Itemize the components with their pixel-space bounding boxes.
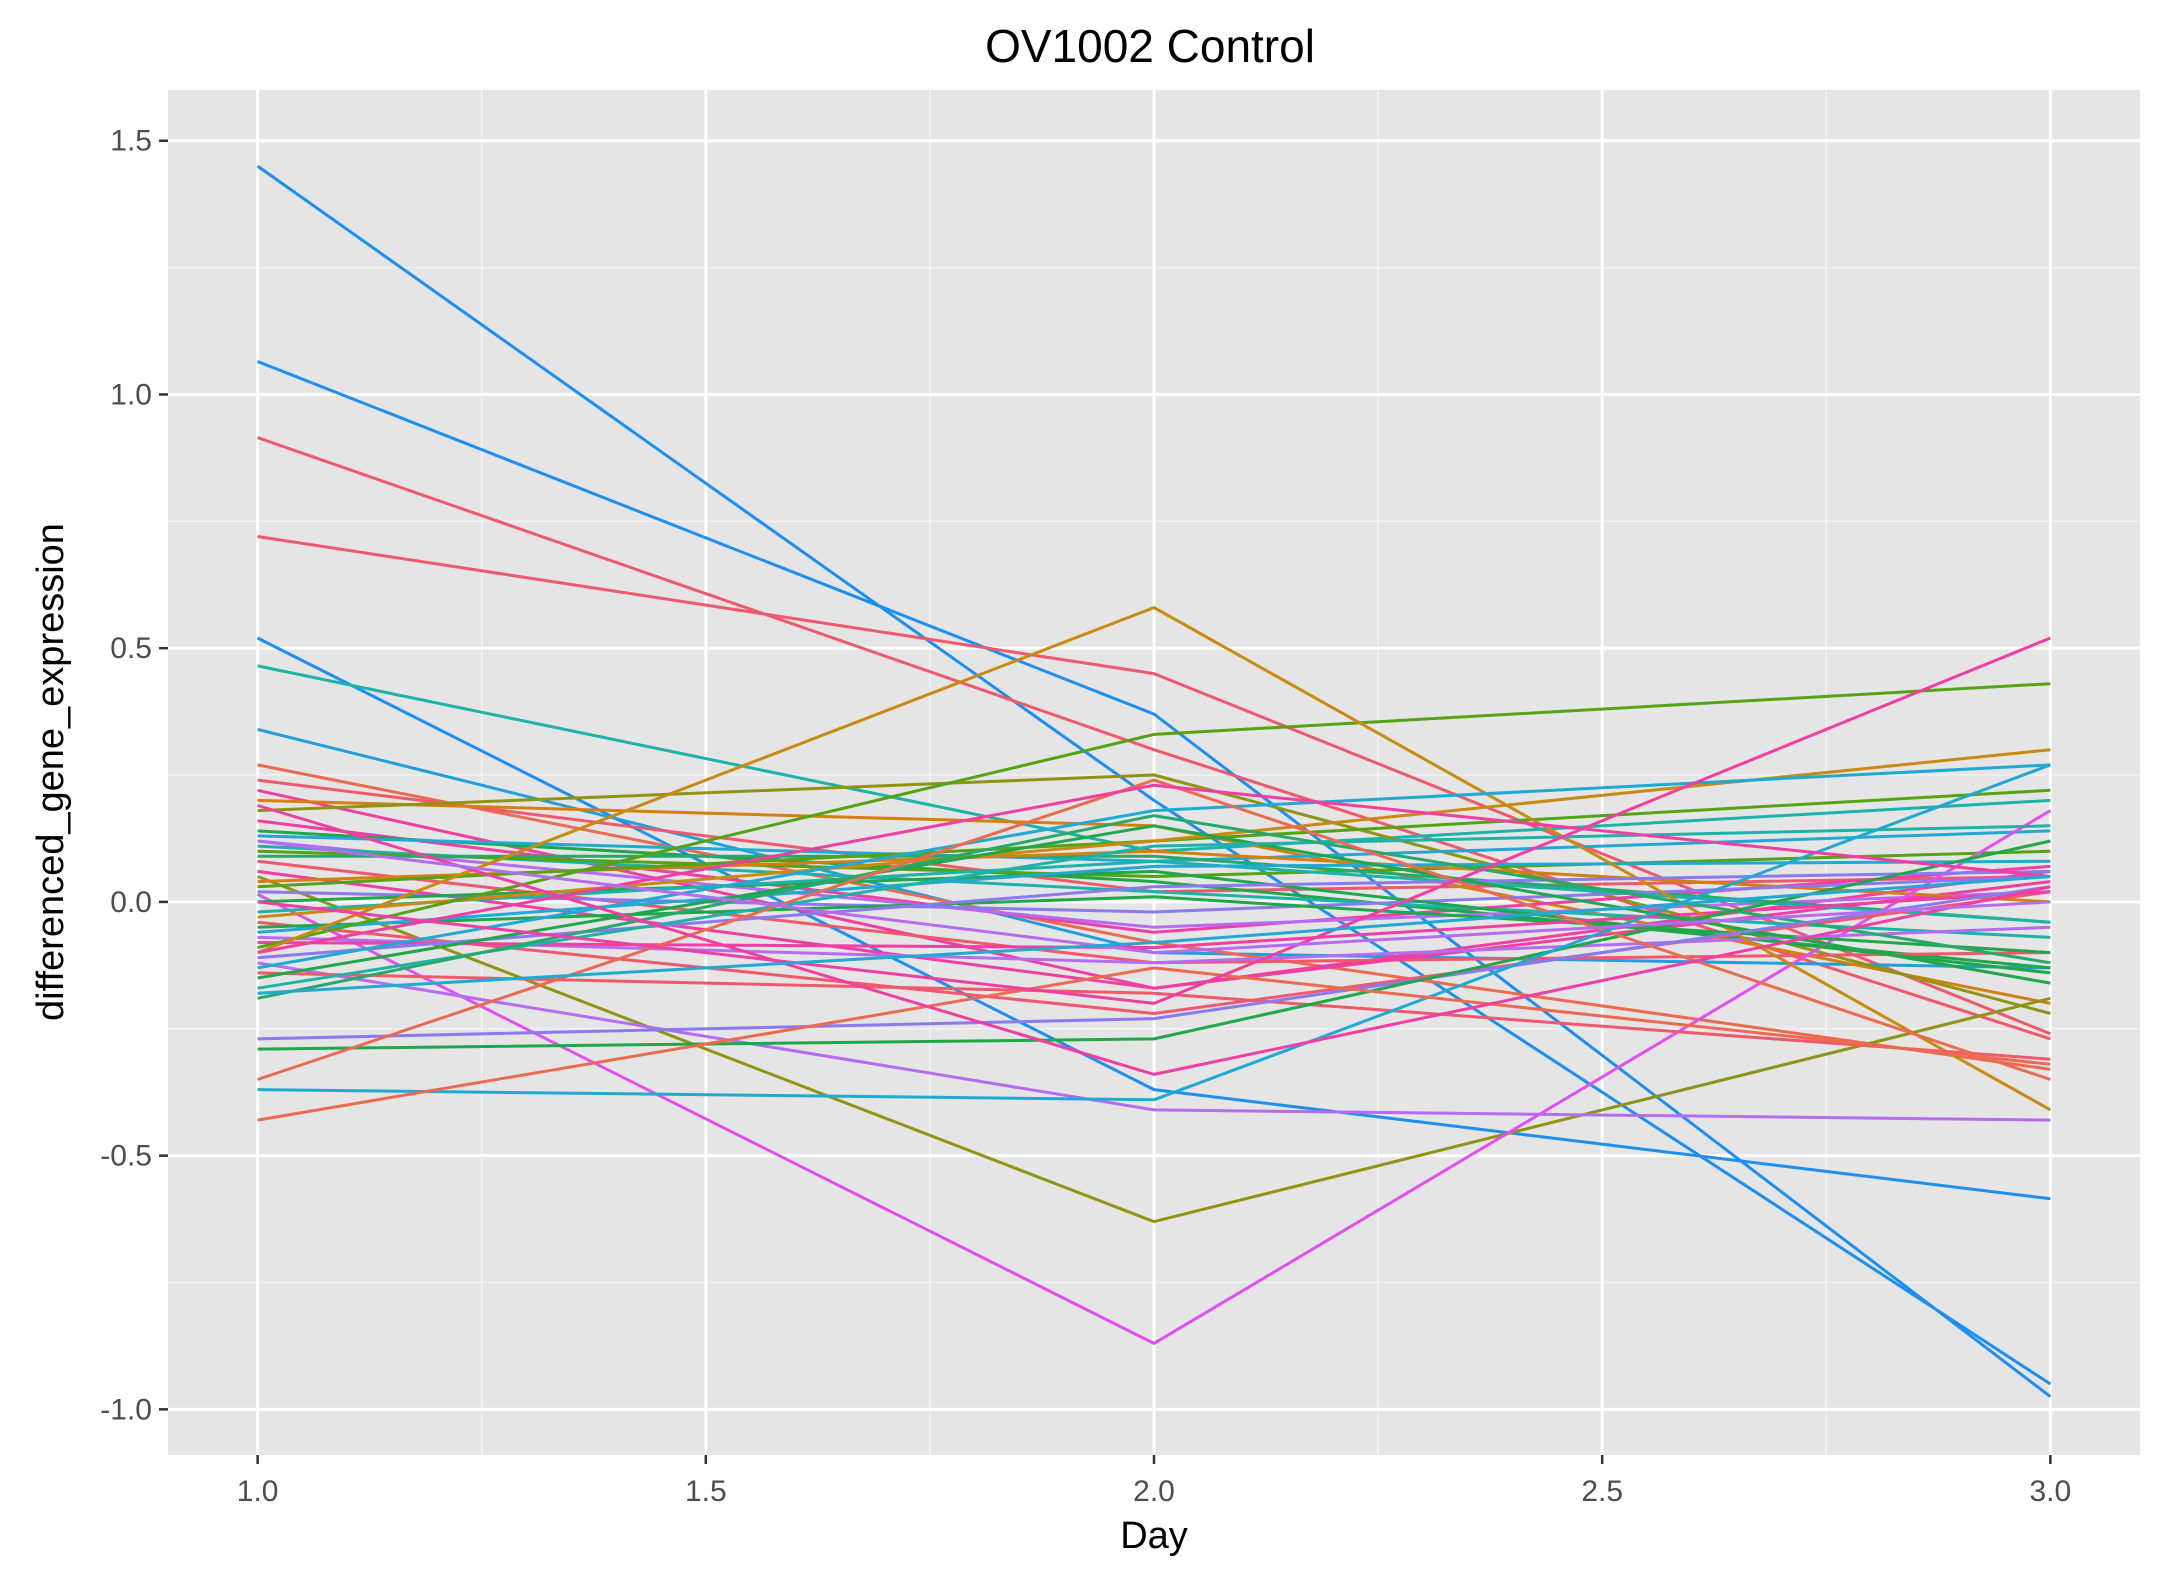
series-line-31 [257, 895, 2051, 955]
series-line-16 [257, 839, 2051, 929]
series-line-32 [257, 859, 2051, 934]
x-tick-label: 1.5 [685, 1475, 727, 1508]
series-line-34 [257, 890, 2051, 950]
chart-title: OV1002 Control [985, 20, 1315, 72]
series-line-42 [257, 824, 2051, 990]
series-line-17 [257, 844, 2051, 939]
series-line-1 [256, 164, 2052, 1386]
series-line-48 [257, 966, 2051, 1122]
series-line-30 [257, 890, 2051, 1015]
series-line-22 [257, 875, 2051, 1224]
y-axis-title: differenced_gene_expression [30, 523, 72, 1021]
series-line-5 [256, 636, 2051, 1201]
series-line-39 [257, 763, 2051, 970]
x-tick-label: 2.0 [1133, 1475, 1175, 1508]
series-line-50 [257, 804, 2051, 1076]
series-line-53 [257, 875, 2051, 995]
x-tick-label: 1.0 [237, 1475, 279, 1508]
series-line-25 [257, 875, 2051, 914]
x-axis-title: Day [1120, 1515, 1188, 1557]
x-tick-label: 3.0 [2030, 1475, 2072, 1508]
series-line-33 [257, 925, 2051, 965]
axis-ticks [159, 139, 2052, 1464]
series-line-26 [256, 809, 2052, 1345]
series-line-46 [257, 778, 2051, 1081]
tick-labels: 1.0 1.5 2.0 2.5 3.0 -1.0 -0.5 0.0 0.5 1.0 1.5 [100, 125, 2071, 1508]
y-tick-label: -1.0 [100, 1393, 152, 1426]
series-line-19 [257, 854, 2051, 924]
series-line-44 [257, 885, 2051, 1041]
y-tick-label: 1.5 [110, 125, 152, 158]
y-tick-label: 0.0 [110, 886, 152, 919]
series-line-2 [257, 360, 2052, 1398]
x-tick-label: 2.5 [1581, 1475, 1623, 1508]
y-tick-label: -0.5 [100, 1140, 152, 1173]
y-tick-label: 0.5 [110, 632, 152, 665]
series-line-45 [257, 839, 2051, 1051]
series-line-51 [257, 636, 2051, 1005]
series-line-18 [257, 849, 2051, 878]
series-line-47 [257, 763, 2051, 1102]
series-line-38 [257, 961, 2051, 1122]
series-line-35 [257, 682, 2051, 950]
series-line-43 [257, 814, 2051, 1000]
y-tick-label: 1.0 [110, 378, 152, 411]
series-line-36 [257, 606, 2052, 1112]
series-line-49 [257, 783, 2051, 955]
series-lines [256, 164, 2052, 1398]
series-line-52 [257, 839, 2051, 955]
